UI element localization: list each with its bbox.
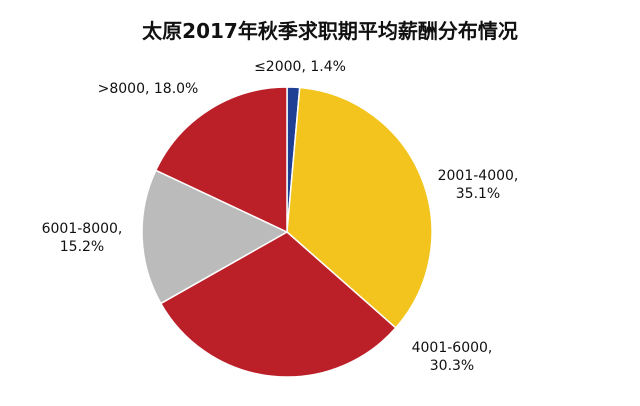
pie-slices: [141, 86, 433, 378]
slice-label-1: ≤2000, 1.4%: [254, 59, 346, 75]
slice-label-3: 4001-6000, 30.3%: [412, 340, 493, 374]
chart-title: 太原2017年秋季求职期平均薪酬分布情况: [142, 19, 518, 43]
slice-label-2: 2001-4000, 35.1%: [438, 168, 519, 202]
pie-slice-5: [154, 86, 288, 234]
slice-value: 30.3%: [430, 358, 474, 374]
slice-value: 15.2%: [60, 239, 104, 255]
pie-slice-2: [286, 86, 433, 329]
slice-category: 4001-6000,: [412, 340, 493, 356]
pie-slice-3: [159, 231, 397, 378]
pie-slice-4: [141, 169, 289, 305]
slice-labels: ≤2000, 1.4% 2001-4000, 35.1% 4001-6000, 30.3…: [42, 59, 519, 374]
slice-category: 6001-8000,: [42, 221, 123, 237]
slice-label-5: >8000, 18.0%: [98, 81, 199, 97]
slice-value: 35.1%: [456, 186, 500, 202]
slice-label-4: 6001-8000, 15.2%: [42, 221, 123, 255]
slice-category: 2001-4000,: [438, 168, 519, 184]
